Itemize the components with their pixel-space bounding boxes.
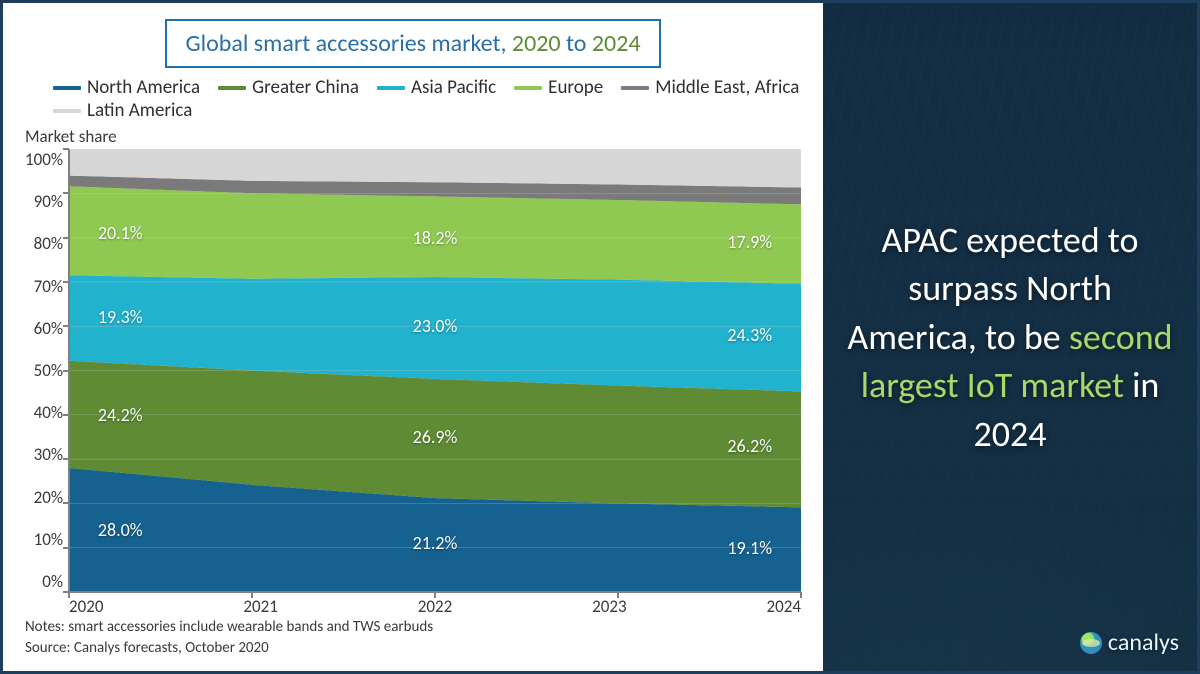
- y-axis-label: Market share: [25, 126, 801, 147]
- notes-line1: Notes: smart accessories include wearabl…: [25, 617, 801, 638]
- data-label: 24.2%: [98, 404, 143, 426]
- data-label: 19.1%: [727, 537, 772, 559]
- highlight-panel: APAC expected to surpass North America, …: [823, 3, 1197, 671]
- legend-item: Middle East, Africa: [621, 76, 799, 99]
- data-label: 26.2%: [727, 435, 772, 457]
- legend-item: North America: [53, 76, 200, 99]
- x-axis-row: 20202021202220232024: [25, 592, 801, 617]
- chart-title: Global smart accessories market, 2020 to…: [185, 29, 640, 58]
- notes-line2: Source: Canalys forecasts, October 2020: [25, 638, 801, 659]
- chart-title-box: Global smart accessories market, 2020 to…: [165, 19, 660, 68]
- data-label: 21.2%: [413, 532, 458, 554]
- data-label: 19.3%: [98, 306, 143, 328]
- data-label: 24.3%: [727, 324, 772, 346]
- x-axis-ticks: 20202021202220232024: [69, 596, 801, 617]
- chart-plot-area: 28.0% 24.2% 19.3% 20.1% 21.2% 26.9% 23.0% 18.2%…: [69, 149, 801, 592]
- data-label: 26.9%: [413, 426, 458, 448]
- legend-item: Europe: [514, 76, 603, 99]
- data-label: 17.9%: [727, 231, 772, 253]
- logo-text: canalys: [1108, 628, 1179, 657]
- stacked-area-svg: [69, 149, 801, 592]
- legend-item: Greater China: [218, 76, 359, 99]
- data-label: 20.1%: [98, 222, 143, 244]
- data-label: 23.0%: [413, 315, 458, 337]
- chart-panel: Global smart accessories market, 2020 to…: [3, 3, 823, 671]
- legend-item: Asia Pacific: [377, 76, 496, 99]
- legend-item: Latin America: [53, 99, 192, 122]
- canalys-logo: canalys: [1080, 628, 1179, 657]
- highlight-text: APAC expected to surpass North America, …: [843, 216, 1177, 459]
- plot-row: 100%90%80%70%60%50%40%30%20%10%0% 28.0%2…: [25, 149, 801, 592]
- chart-notes: Notes: smart accessories include wearabl…: [25, 617, 801, 659]
- globe-icon: [1080, 632, 1102, 654]
- data-label: 18.2%: [413, 227, 458, 249]
- data-label: 28.0%: [98, 519, 143, 541]
- chart-legend: North America Greater China Asia Pacific Eu…: [25, 76, 801, 122]
- x-axis-spacer: [25, 592, 69, 617]
